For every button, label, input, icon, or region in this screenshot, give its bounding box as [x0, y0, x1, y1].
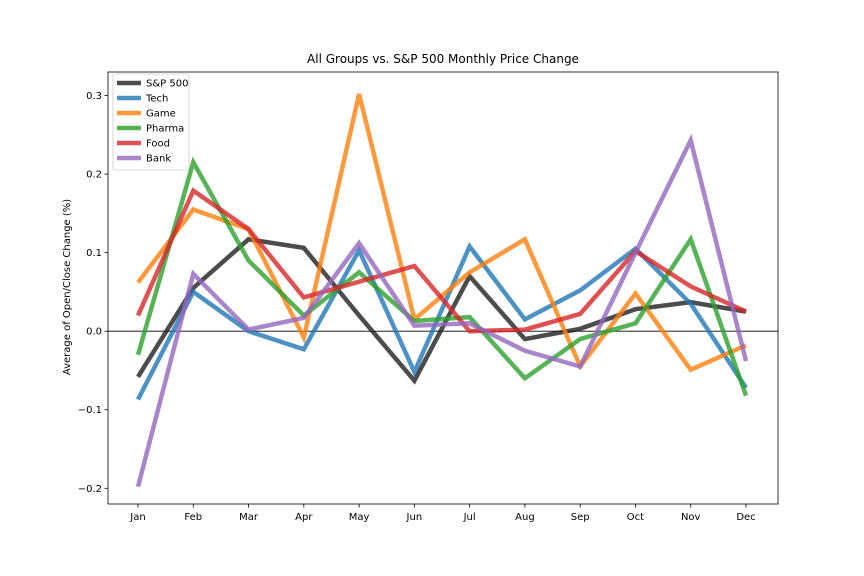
x-tick-label: Jan	[129, 512, 145, 523]
legend-label: Game	[146, 109, 176, 120]
x-tick-label: Jun	[406, 512, 423, 523]
x-tick-label: Aug	[515, 512, 535, 523]
y-tick-label: −0.2	[78, 484, 102, 495]
x-tick-label: Jul	[463, 512, 476, 523]
x-tick-label: Feb	[184, 512, 202, 523]
series-line-pharma	[135, 156, 749, 397]
legend-label: Pharma	[146, 124, 184, 135]
y-tick-label: 0.3	[86, 91, 102, 102]
x-tick-label: May	[349, 512, 370, 523]
x-tick-label: Sep	[571, 512, 590, 523]
x-tick-label: Oct	[627, 512, 644, 523]
y-tick-label: 0.1	[86, 248, 102, 259]
x-tick-label: Nov	[681, 512, 701, 523]
plot-area: Jan Feb Mar Apr May Jun Jul Aug Sep Oct Nov Dec −0.2…	[78, 71, 779, 523]
legend-label: Food	[146, 139, 170, 150]
axes-frame	[107, 71, 779, 505]
legend-label: Tech	[145, 94, 168, 105]
series-line-bank	[135, 133, 749, 488]
y-tick-label: −0.1	[78, 405, 102, 416]
x-tick-label: Apr	[295, 512, 313, 523]
series-line-food	[135, 187, 747, 334]
x-tick-label: Mar	[239, 512, 259, 523]
chart-title: All Groups vs. S&P 500 Monthly Price Cha…	[307, 52, 579, 66]
y-tick-label: 0.0	[86, 327, 102, 338]
legend-label: Bank	[146, 154, 171, 165]
y-tick-label: 0.2	[86, 170, 102, 181]
x-tick-label: Dec	[736, 512, 755, 523]
legend-label: S&P 500	[146, 79, 188, 90]
legend: S&P 500 Tech Game Pharma Food Bank	[112, 73, 190, 171]
y-axis-label: Average of Open/Close Change (%)	[62, 199, 73, 375]
